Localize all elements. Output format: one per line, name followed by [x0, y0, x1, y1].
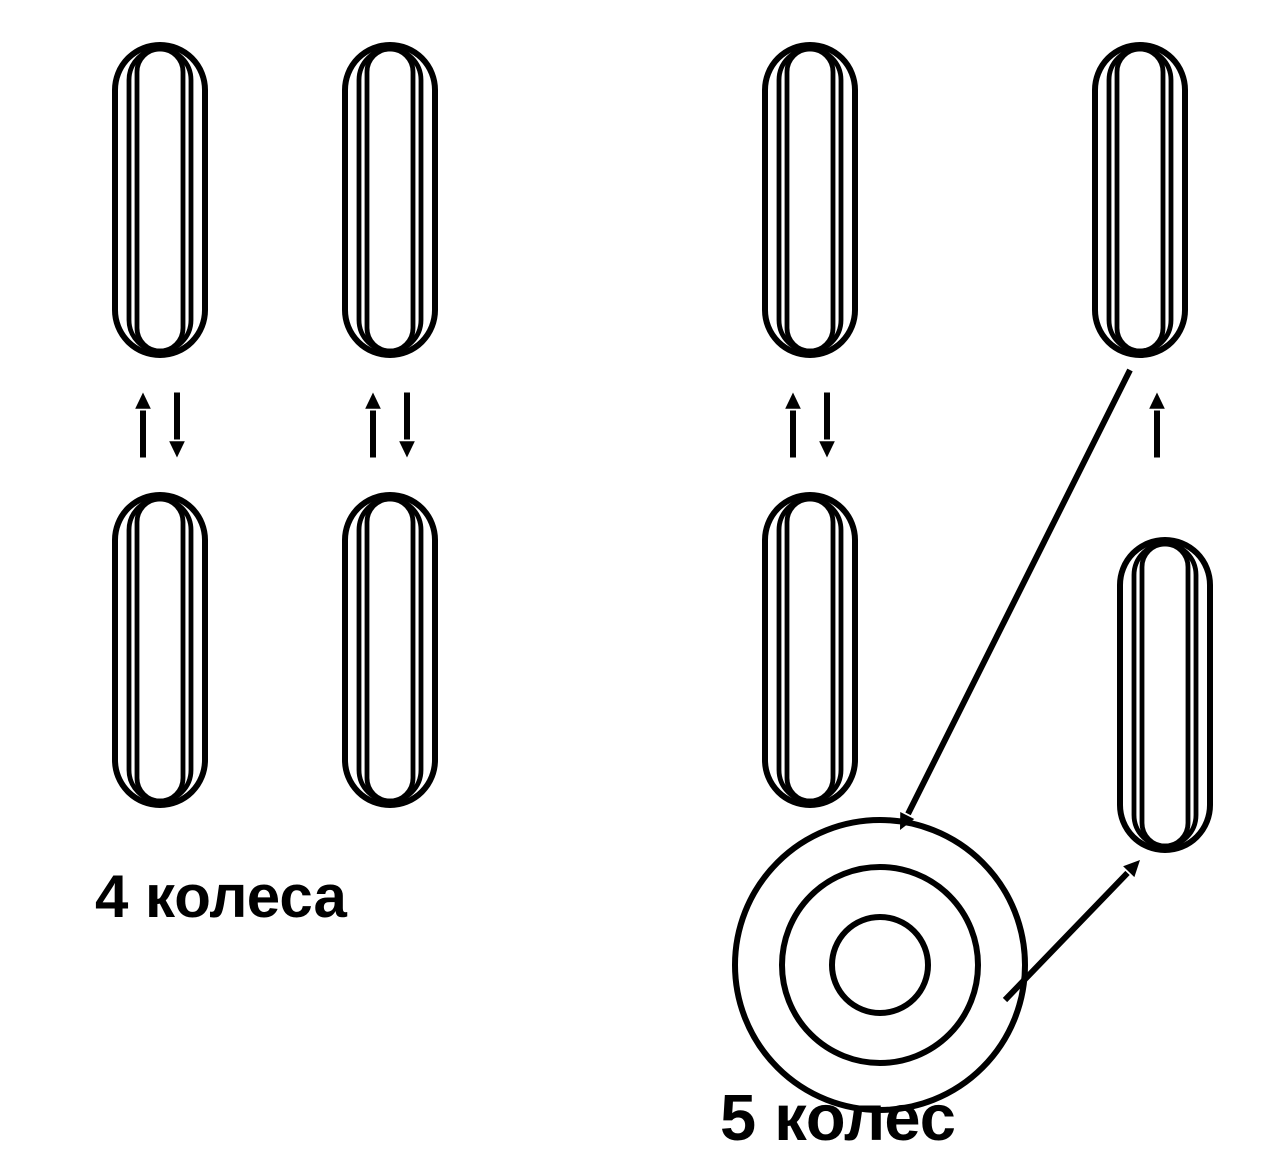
label-4-wheels: 4 колеса	[95, 862, 347, 931]
label-5-wheels: 5 колес	[720, 1080, 956, 1155]
tire-rotation-diagram	[0, 0, 1280, 1150]
